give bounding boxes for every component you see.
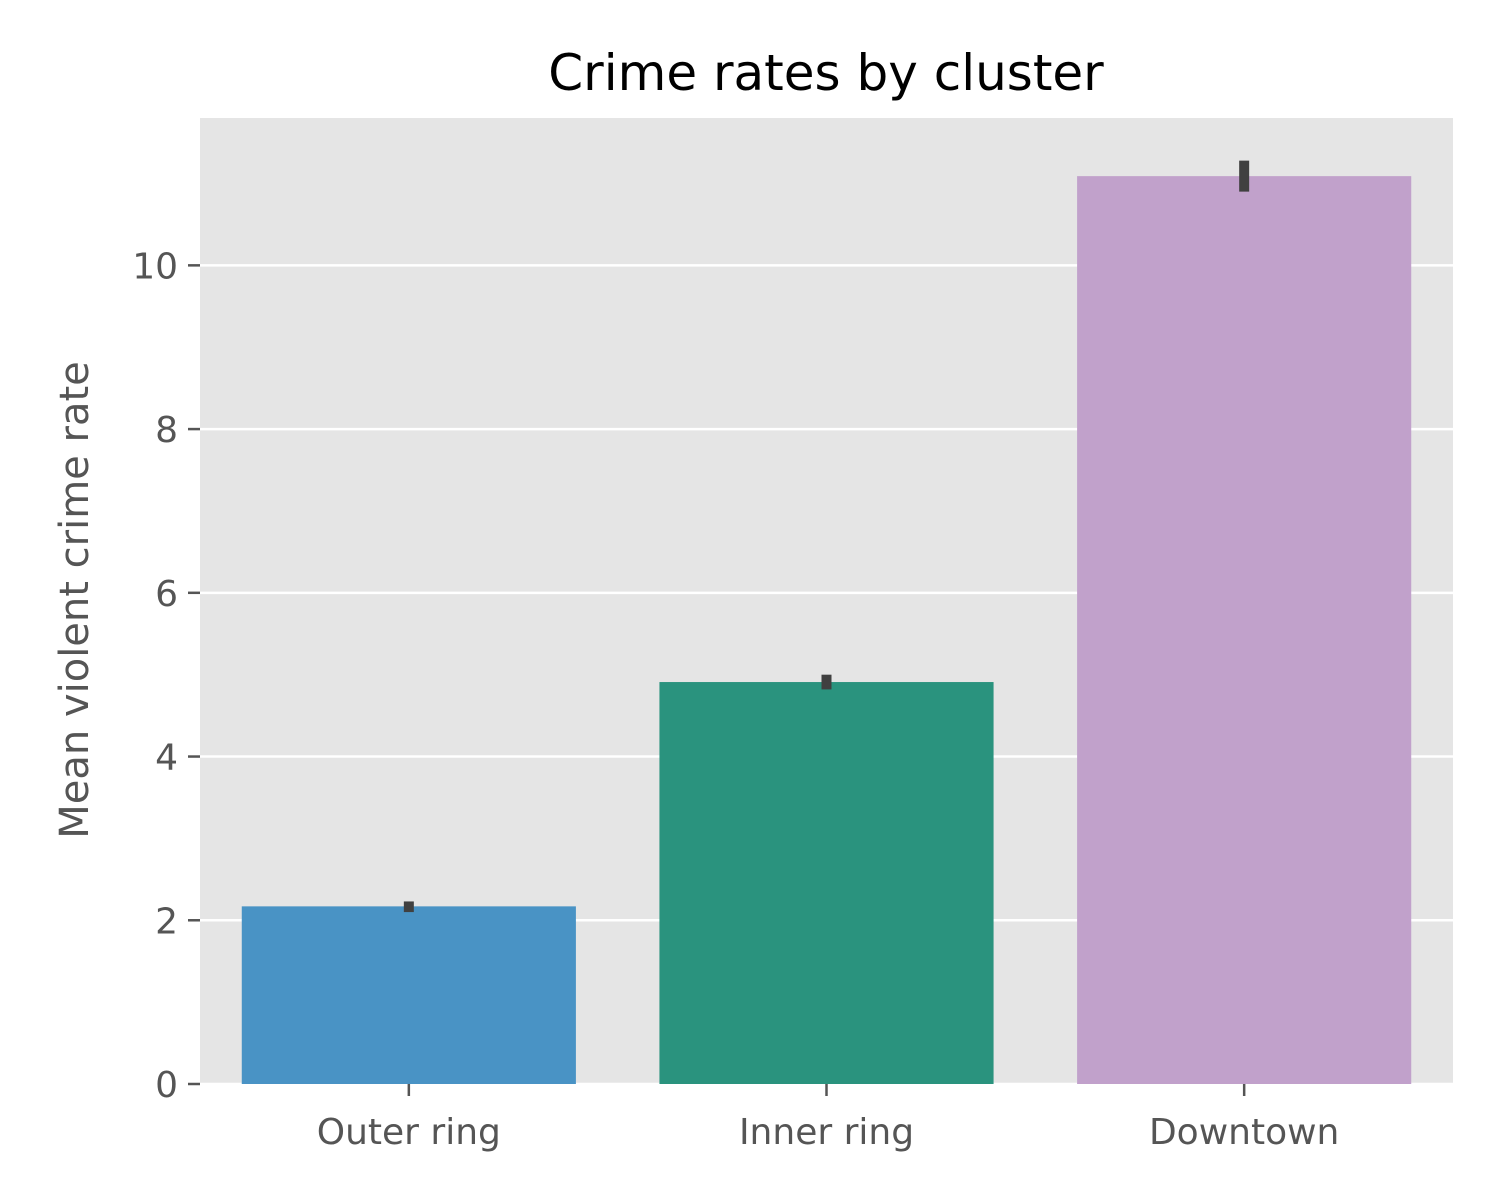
chart-title: Crime rates by cluster xyxy=(548,44,1104,102)
y-tick-label: 8 xyxy=(155,410,178,451)
y-tick-label: 0 xyxy=(155,1065,178,1106)
y-tick-label: 4 xyxy=(155,738,178,779)
x-tick-label: Outer ring xyxy=(317,1112,501,1153)
x-axis: Outer ring Inner ring Downtown xyxy=(317,1084,1339,1153)
bar xyxy=(1077,176,1412,1085)
error-bars xyxy=(403,160,1250,913)
bars xyxy=(241,176,1412,1085)
y-tick-label: 6 xyxy=(155,574,178,615)
y-axis-label: Mean violent crime rate xyxy=(52,361,98,839)
bar xyxy=(659,682,994,1084)
x-tick-label: Downtown xyxy=(1149,1112,1339,1153)
y-axis: 0 2 4 6 8 10 xyxy=(132,246,200,1106)
y-tick-label: 10 xyxy=(132,246,178,287)
bar xyxy=(241,906,576,1084)
y-tick-label: 2 xyxy=(155,901,178,942)
x-tick-label: Inner ring xyxy=(739,1112,914,1153)
